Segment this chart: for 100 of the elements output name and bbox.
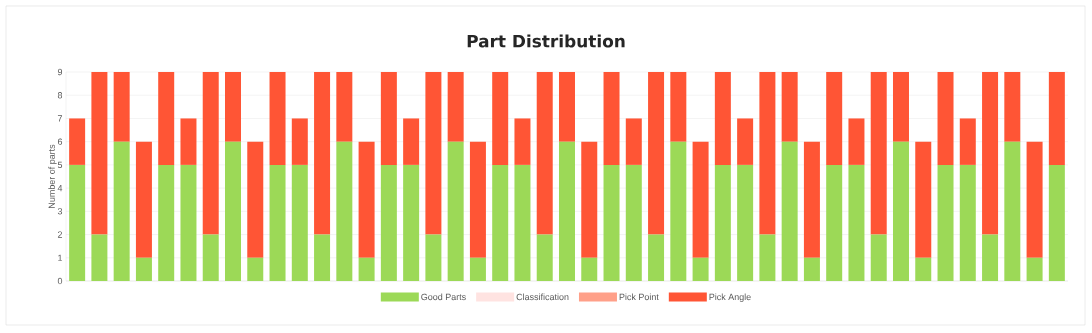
- bar: [915, 257, 932, 281]
- bar: [737, 164, 754, 281]
- bar: [269, 164, 286, 281]
- bar: [759, 234, 776, 281]
- bar: [180, 164, 197, 281]
- bar: [358, 257, 375, 281]
- bar: [648, 234, 665, 281]
- bar: [492, 72, 509, 165]
- bar: [225, 72, 241, 142]
- bar: [492, 164, 509, 281]
- bar: [870, 72, 887, 235]
- bar: [291, 164, 308, 281]
- bar: [536, 234, 553, 281]
- bar: [447, 72, 464, 142]
- bar: [714, 72, 731, 165]
- bar: [714, 164, 731, 281]
- bar: [91, 72, 108, 235]
- bar: [425, 72, 442, 235]
- chart-title: Part Distribution: [467, 34, 625, 48]
- bar: [514, 164, 531, 281]
- bar: [737, 118, 754, 165]
- bar: [937, 164, 954, 281]
- bar: [225, 141, 241, 281]
- bar: [558, 141, 575, 281]
- bar: [1004, 72, 1021, 142]
- bar: [692, 141, 709, 258]
- bar: [403, 164, 420, 281]
- bar: [625, 118, 642, 165]
- y-tick-label: 9: [57, 68, 63, 76]
- y-tick-label: 3: [57, 208, 63, 215]
- bar: [759, 72, 776, 235]
- bar: [870, 234, 887, 281]
- bar: [113, 72, 130, 142]
- legend-label: Pick Angle: [709, 293, 751, 302]
- bar: [670, 141, 687, 281]
- bar: [826, 72, 843, 165]
- bar: [692, 257, 709, 281]
- y-tick-label: 0: [57, 277, 63, 285]
- bar: [1048, 72, 1065, 165]
- bar: [358, 141, 375, 258]
- bar: [91, 234, 108, 281]
- bar: [158, 72, 175, 165]
- bar: [803, 257, 820, 281]
- bar: [269, 72, 286, 165]
- bar: [314, 72, 331, 235]
- y-tick-label: 1: [58, 254, 63, 261]
- bar: [892, 141, 909, 281]
- y-axis-title: Number of parts: [48, 144, 57, 208]
- bar: [403, 118, 420, 165]
- bar: [558, 72, 575, 142]
- legend-label: Pick Point: [619, 293, 659, 301]
- bar: [581, 141, 598, 258]
- bar: [336, 141, 353, 281]
- bar: [247, 141, 264, 258]
- bar: [425, 234, 442, 281]
- bar: [469, 141, 486, 258]
- bar: [603, 72, 620, 165]
- bar: [336, 72, 353, 142]
- bar: [202, 72, 219, 235]
- bar: [670, 72, 687, 142]
- bar: [781, 141, 798, 281]
- bar: [180, 118, 197, 165]
- legend-label: Classification: [516, 293, 569, 301]
- bar: [625, 164, 642, 281]
- bar: [581, 257, 598, 281]
- y-tick-label: 2: [57, 231, 63, 238]
- bar: [1026, 257, 1043, 281]
- bar: [826, 164, 843, 281]
- bar: [202, 234, 219, 281]
- bar: [380, 164, 397, 281]
- bar: [1026, 141, 1043, 258]
- bar: [803, 141, 820, 258]
- bar: [69, 164, 86, 281]
- bar: [959, 118, 976, 165]
- bar: [69, 118, 86, 165]
- y-tick-label: 7: [57, 115, 63, 122]
- bar: [848, 164, 865, 281]
- bar: [447, 141, 464, 281]
- bar: [982, 72, 999, 235]
- bar: [314, 234, 331, 281]
- bar: [113, 141, 130, 281]
- bar: [1048, 164, 1065, 281]
- bar: [937, 72, 954, 165]
- bar: [915, 141, 932, 258]
- y-tick-label: 6: [57, 138, 63, 145]
- legend-label: Good Parts: [421, 293, 466, 301]
- bar: [158, 164, 175, 281]
- bar: [603, 164, 620, 281]
- bar: [380, 72, 397, 165]
- bar: [982, 234, 999, 281]
- y-tick-label: 8: [57, 92, 63, 99]
- bar: [514, 118, 531, 165]
- bar: [536, 72, 553, 235]
- y-tick-label: 5: [57, 161, 63, 169]
- bar: [247, 257, 264, 281]
- bar: [1004, 141, 1021, 281]
- bar: [892, 72, 909, 142]
- y-tick-label: 4: [57, 185, 63, 192]
- bar: [291, 118, 308, 165]
- bar: [781, 72, 798, 142]
